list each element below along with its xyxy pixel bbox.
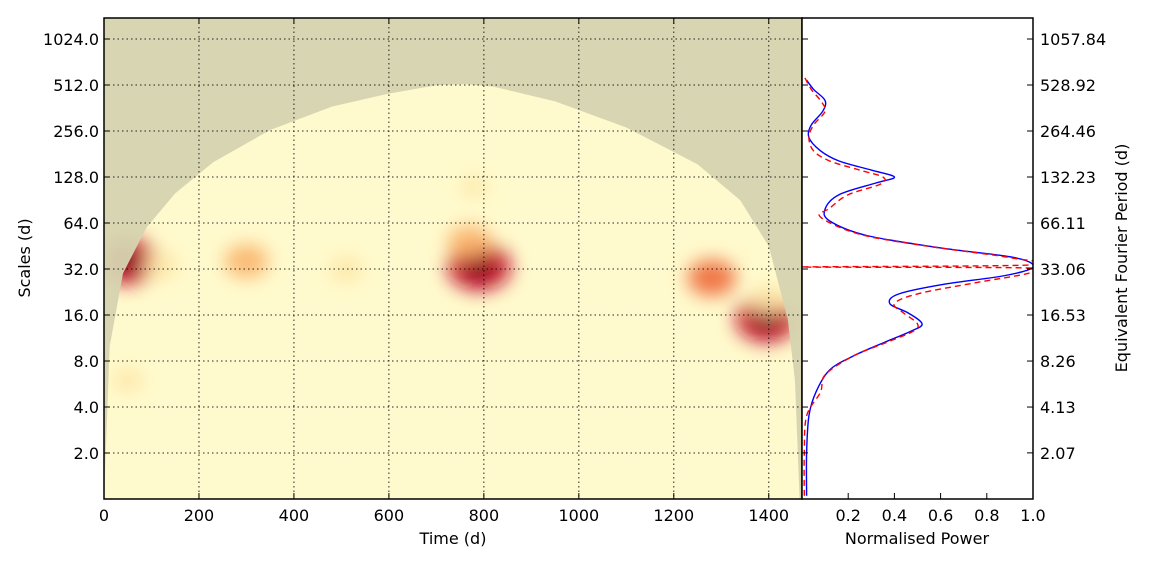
cone-of-influence bbox=[104, 18, 802, 499]
x-tick-label-0: 0 bbox=[99, 506, 109, 525]
x-tick-label-1: 200 bbox=[184, 506, 215, 525]
x-tick-label-3: 600 bbox=[374, 506, 405, 525]
x-tick-label-7: 1400 bbox=[748, 506, 789, 525]
spectrum-y-tick-label-2: 8.26 bbox=[1040, 352, 1076, 371]
power-hotspot-3 bbox=[329, 256, 363, 282]
power-hotspot-2 bbox=[224, 244, 269, 278]
power-hotspot-9 bbox=[112, 368, 144, 393]
y-tick-label-9: 1024.0 bbox=[43, 30, 99, 49]
spectrum-x-tick-label-1: 0.4 bbox=[882, 506, 907, 525]
power-hotspot-1 bbox=[143, 251, 179, 279]
power-hotspot-6 bbox=[687, 259, 737, 297]
y-tick-label-2: 8.0 bbox=[74, 352, 99, 371]
spectrum-y-tick-label-5: 66.11 bbox=[1040, 214, 1086, 233]
x-tick-label-2: 400 bbox=[279, 506, 310, 525]
spectrum-y-axis-label: Equivalent Fourier Period (d) bbox=[1112, 144, 1131, 373]
spectrum-x-tick-label-4: 1.0 bbox=[1020, 506, 1045, 525]
spectrum-series-1 bbox=[802, 76, 1033, 496]
global-spectrum-panel: 0.2 0.4 0.6 0.8 1.0 2.07 4.13 8.26 16.53 33.06 66.… bbox=[801, 17, 1131, 548]
power-hotspot-8 bbox=[749, 285, 788, 315]
wavelet-panel: 0 200 400 600 800 1000 1200 1400 2.0 4.0 8.0 16.0 32… bbox=[15, 17, 803, 548]
spectrum-axis-ticks: 0.2 0.4 0.6 0.8 1.0 2.07 4.13 8.26 16.53 33.06 66.… bbox=[802, 30, 1106, 525]
spectrum-y-tick-label-3: 16.53 bbox=[1040, 306, 1086, 325]
spectrum-y-tick-label-6: 132.23 bbox=[1040, 168, 1096, 187]
spectrum-lines bbox=[802, 76, 1033, 496]
spectrum-y-tick-label-8: 528.92 bbox=[1040, 76, 1096, 95]
y-tick-label-5: 64.0 bbox=[63, 214, 99, 233]
spectrum-y-tick-label-1: 4.13 bbox=[1040, 398, 1076, 417]
x-tick-label-4: 800 bbox=[469, 506, 500, 525]
y-tick-label-6: 128.0 bbox=[53, 168, 99, 187]
x-axis-label: Time (d) bbox=[419, 529, 487, 548]
y-tick-label-4: 32.0 bbox=[63, 260, 99, 279]
spectrum-y-tick-label-4: 33.06 bbox=[1040, 260, 1086, 279]
spectrum-background bbox=[802, 18, 1033, 499]
heatmap-axis-ticks: 0 200 400 600 800 1000 1200 1400 2.0 4.0 8.0 16.0 32… bbox=[43, 18, 789, 525]
spectrum-x-tick-label-3: 0.8 bbox=[974, 506, 999, 525]
y-tick-label-7: 256.0 bbox=[53, 122, 99, 141]
x-tick-label-5: 1000 bbox=[558, 506, 599, 525]
power-hotspot-5 bbox=[447, 225, 492, 259]
x-tick-label-6: 1200 bbox=[653, 506, 694, 525]
power-core-4 bbox=[464, 253, 494, 281]
spectrum-y-tick-label-7: 264.46 bbox=[1040, 122, 1096, 141]
y-axis-label: Scales (d) bbox=[15, 218, 34, 297]
spectrum-y-tick-label-9: 1057.84 bbox=[1040, 30, 1106, 49]
heatmap-grid bbox=[104, 18, 802, 499]
spectrum-x-tick-label-2: 0.6 bbox=[928, 506, 953, 525]
spectrum-y-tick-label-0: 2.07 bbox=[1040, 444, 1076, 463]
y-tick-label-3: 16.0 bbox=[63, 306, 99, 325]
spectrum-x-axis-label: Normalised Power bbox=[845, 529, 990, 548]
y-tick-label-0: 2.0 bbox=[74, 444, 99, 463]
power-hotspot-10 bbox=[461, 176, 488, 198]
spectrum-x-tick-label-0: 0.2 bbox=[835, 506, 860, 525]
spectrum-frame bbox=[801, 17, 1034, 500]
y-tick-label-8: 512.0 bbox=[53, 76, 99, 95]
y-tick-label-1: 4.0 bbox=[74, 398, 99, 417]
